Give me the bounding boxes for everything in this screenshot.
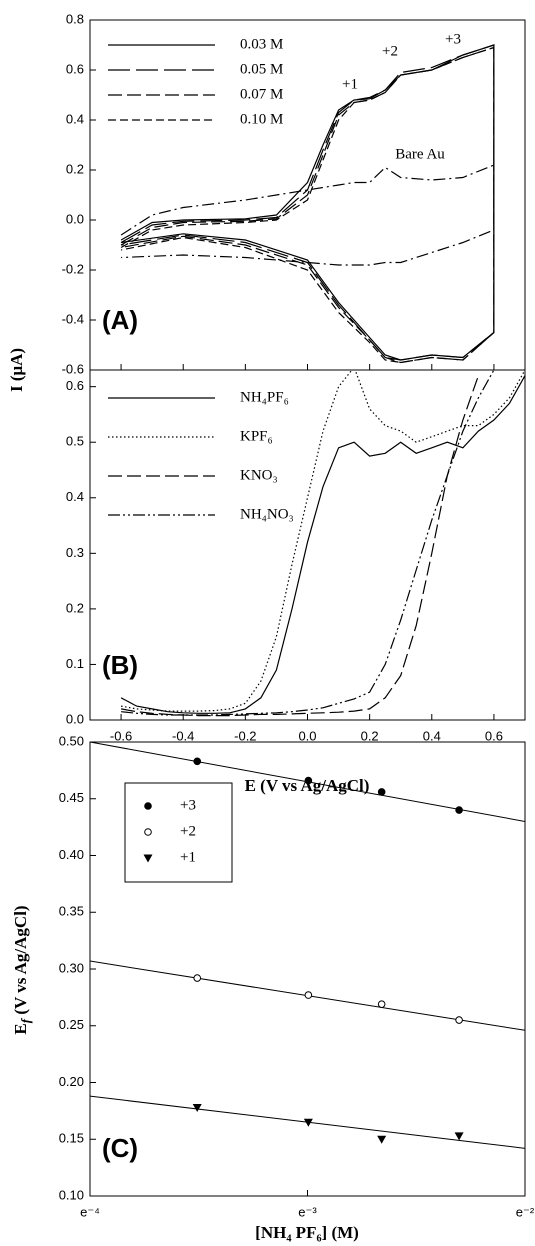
data-line	[120, 46, 495, 364]
marker	[455, 1016, 463, 1024]
marker	[304, 776, 313, 785]
marker	[193, 974, 202, 982]
x-tick-label: 0.0	[298, 728, 316, 743]
y-tick-label: 0.35	[59, 904, 84, 919]
y-tick-label: 0.50	[59, 733, 84, 748]
marker	[455, 806, 463, 814]
annotation: +1	[342, 76, 358, 92]
y-tick-label: 0.10	[59, 1187, 84, 1202]
panel-label: (C)	[102, 1133, 138, 1163]
x-axis-label: [NH₄ PF₆] (M)	[255, 1223, 359, 1242]
plot-area	[90, 742, 525, 1149]
marker	[377, 1135, 387, 1144]
legend-label: +1	[180, 849, 196, 865]
data-line	[120, 44, 495, 361]
data-line	[121, 370, 495, 716]
y-tick-label: 0.20	[59, 1074, 84, 1089]
x-tick-label: 0.6	[485, 728, 503, 743]
data-line	[120, 370, 525, 712]
marker	[377, 1000, 386, 1008]
marker	[377, 788, 386, 796]
plot-area	[120, 44, 495, 364]
y-axis-label: I (μA)	[7, 348, 26, 392]
y-label-part: (V vs Ag/AgCl)	[11, 905, 30, 1019]
y-tick-label: 0.3	[66, 545, 84, 560]
y-tick-label: -0.4	[62, 311, 84, 326]
x-tick-label: e⁻⁴	[80, 1204, 100, 1219]
marker	[144, 828, 152, 836]
marker	[304, 991, 313, 999]
x-tick-label: 0.4	[423, 728, 441, 743]
marker	[144, 802, 152, 810]
marker	[303, 1118, 313, 1127]
y-tick-label: 0.15	[59, 1131, 84, 1146]
annotation: +3	[445, 31, 461, 47]
y-tick-label: 0.30	[59, 960, 84, 975]
plot-frame	[89, 369, 526, 721]
y-label-part: E	[11, 1023, 30, 1034]
marker	[192, 1103, 202, 1112]
y-tick-label: 0.0	[66, 211, 84, 226]
y-tick-label: 0.4	[66, 489, 84, 504]
y-tick-label: 0.45	[59, 790, 84, 805]
legend-label: NH₄NO₃	[240, 506, 294, 522]
x-tick-label: -0.2	[234, 728, 256, 743]
y-tick-label: 0.40	[59, 847, 84, 862]
data-line	[120, 375, 525, 714]
legend-label: 0.10 M	[240, 111, 283, 127]
x-tick-label: -0.4	[172, 728, 194, 743]
y-axis-label: Ef (V vs Ag/AgCl)	[11, 905, 33, 1034]
x-axis-label: E (V vs Ag/AgCl)	[245, 776, 370, 795]
data-line	[120, 164, 495, 266]
legend-label: +2	[180, 823, 196, 839]
y-tick-label: -0.2	[62, 261, 84, 276]
y-tick-label: 0.2	[66, 600, 84, 615]
annotation: +2	[382, 43, 398, 59]
y-tick-label: 0.2	[66, 161, 84, 176]
legend-label: KPF₆	[240, 428, 273, 444]
plot-area	[120, 370, 525, 717]
legend-label: KNO₃	[240, 467, 278, 483]
marker	[143, 854, 153, 863]
x-tick-label: e⁻²	[516, 1204, 535, 1219]
legend-label: NH₄PF₆	[240, 389, 289, 405]
y-tick-label: 0.25	[59, 1017, 84, 1032]
y-tick-label: 0.6	[66, 61, 84, 76]
panel-label: (B)	[102, 650, 138, 680]
legend-label: +3	[180, 797, 196, 813]
data-line	[120, 375, 479, 717]
legend-box	[124, 782, 233, 883]
marker	[454, 1132, 464, 1141]
legend-label: 0.05 M	[240, 61, 283, 77]
data-line	[120, 44, 495, 361]
legend-label: 0.07 M	[240, 86, 283, 102]
marker	[193, 757, 202, 766]
panel-label: (A)	[102, 305, 138, 335]
curve-label: Bare Au	[395, 146, 445, 162]
y-tick-label: 0.0	[66, 711, 84, 726]
y-tick-label: 0.4	[66, 111, 84, 126]
y-tick-label: -0.6	[62, 361, 84, 376]
legend-label: 0.03 M	[240, 36, 283, 52]
x-tick-label: 0.2	[361, 728, 379, 743]
y-tick-label: 0.1	[66, 656, 84, 671]
x-tick-label: -0.6	[110, 728, 132, 743]
x-tick-label: e⁻³	[298, 1204, 317, 1219]
y-label-sub: f	[18, 1017, 33, 1023]
y-tick-label: 0.6	[66, 378, 84, 393]
y-tick-label: 0.5	[66, 434, 84, 449]
y-tick-label: 0.8	[66, 11, 84, 26]
